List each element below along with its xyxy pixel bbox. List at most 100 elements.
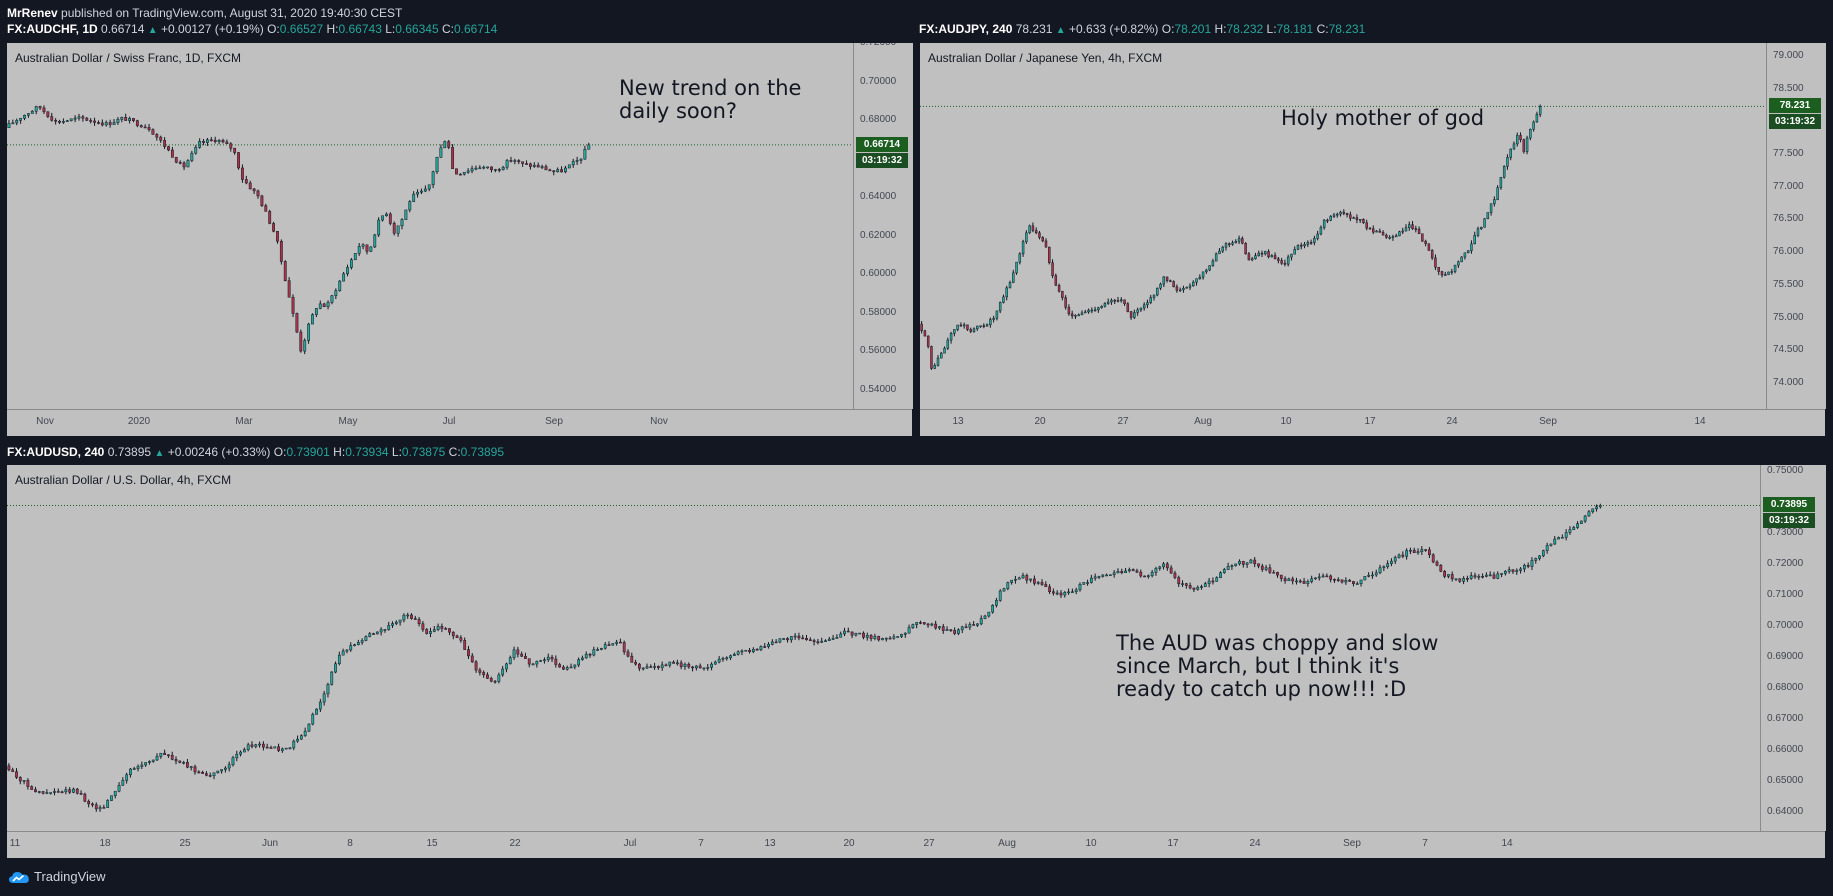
symbol-label[interactable]: FX:AUDUSD, 240	[7, 445, 105, 459]
price-axis-audchf[interactable]: 0.54000 0.56000 0.58000 0.60000 0.62000 0.640…	[853, 43, 913, 409]
candle-bull	[1185, 287, 1188, 289]
candle-bull	[1245, 562, 1249, 565]
candle-bull	[1522, 565, 1526, 570]
candle-bull	[1401, 230, 1404, 233]
candle-bear	[1349, 214, 1352, 219]
candle-bull	[288, 747, 292, 750]
candle-bull	[736, 651, 740, 655]
candle-bull	[1149, 297, 1152, 303]
candle-bull	[1257, 252, 1260, 256]
candle-bull	[394, 621, 398, 624]
symbol-label[interactable]: FX:AUDJPY, 240	[919, 22, 1013, 36]
symbol-label[interactable]: FX:AUDCHF, 1D	[7, 22, 98, 36]
candle-bull	[1317, 576, 1321, 579]
candle-bear	[1272, 572, 1276, 574]
up-triangle-icon: ▲	[1055, 25, 1066, 36]
candle-bull	[824, 640, 827, 642]
candle-bull	[569, 666, 573, 669]
candle-bull	[1159, 283, 1162, 289]
candle-bear	[451, 147, 455, 169]
chart-pane-audjpy[interactable]: Australian Dollar / Japanese Yen, 4h, FX…	[920, 43, 1766, 409]
candle-bull	[1454, 578, 1458, 581]
candle-bear	[1450, 574, 1454, 580]
chart-pane-audusd[interactable]: Australian Dollar / U.S. Dollar, 4h, FXC…	[7, 465, 1760, 831]
candle-bear	[1385, 234, 1388, 238]
candle-bear	[619, 641, 622, 644]
candle-bull	[326, 684, 330, 695]
candle-bull	[949, 333, 953, 341]
candle-bull	[1512, 143, 1516, 150]
candle-bear	[805, 638, 808, 641]
y-tick-label: 0.68000	[860, 114, 897, 126]
candle-bull	[466, 170, 470, 173]
price-change: +0.633 (+0.82%)	[1069, 22, 1159, 36]
candle-bull	[364, 636, 368, 641]
candle-bull	[406, 614, 410, 617]
candle-bull	[1002, 296, 1005, 303]
candle-bull	[1530, 560, 1534, 567]
up-triangle-icon: ▲	[147, 25, 158, 36]
candle-bull	[1382, 566, 1386, 569]
candle-bear	[1054, 275, 1058, 286]
candle-bull	[532, 164, 536, 167]
price-axis-audusd[interactable]: 0.64000 0.65000 0.66000 0.67000 0.68000 0.690…	[1760, 465, 1826, 831]
candle-bear	[953, 630, 957, 634]
candle-bull	[315, 708, 318, 715]
candle-bull	[1207, 580, 1211, 584]
candle-bull	[26, 113, 30, 116]
candle-bull	[1127, 569, 1131, 572]
candle-bear	[923, 330, 927, 337]
candle-bull	[1375, 230, 1378, 233]
candle-bear	[558, 664, 562, 668]
candle-bear	[221, 140, 225, 143]
candle-bull	[1025, 232, 1028, 242]
candle-bear	[256, 190, 260, 197]
candle-bull	[423, 188, 427, 192]
candle-bear	[1177, 577, 1181, 585]
author-name[interactable]: MrRenev	[7, 6, 58, 20]
candle-bull	[1158, 566, 1162, 569]
candle-bear	[1143, 575, 1146, 578]
candle-bull	[989, 319, 992, 325]
y-tick-label: 74.500	[1773, 344, 1804, 356]
candle-bear	[241, 167, 244, 180]
time-axis-audjpy[interactable]: 13 20 27 Aug 10 17 24 Sep 14	[920, 409, 1825, 436]
candle-bull	[884, 637, 888, 640]
candle-bull	[1549, 543, 1553, 546]
x-tick-label: Sep	[1343, 838, 1361, 849]
candle-bull	[1393, 557, 1397, 562]
footer-brand[interactable]: TradingView	[8, 869, 106, 884]
candle-bear	[1267, 251, 1270, 258]
y-tick-label: 0.72000	[860, 43, 896, 48]
candle-bull	[1201, 271, 1205, 278]
open-value: 78.201	[1174, 22, 1212, 36]
candle-bear	[1411, 224, 1414, 229]
bar-countdown: 03:19:32	[1769, 114, 1821, 130]
y-tick-label: 0.56000	[860, 345, 897, 357]
candle-bear	[193, 766, 197, 773]
low-value: 78.181	[1276, 22, 1314, 36]
x-tick-label: Jul	[623, 838, 637, 849]
time-axis-audchf[interactable]: Nov 2020 Mar May Jul Sep Nov	[7, 409, 912, 436]
price-axis-audjpy[interactable]: 74.000 74.500 75.000 75.500 76.000 76.500 77.0…	[1766, 43, 1826, 409]
candle-bear	[1061, 290, 1064, 298]
candle-bull	[1108, 574, 1112, 576]
x-tick-label: 27	[923, 838, 935, 849]
candle-bull	[1583, 515, 1587, 522]
candle-bear	[489, 678, 493, 682]
candle-bear	[808, 639, 812, 642]
time-axis-audusd[interactable]: 11 18 25 Jun 8 15 22 Jul 7 13 20 27 Aug 10 17 24 Sep 7 14	[7, 831, 1825, 858]
y-tick-label: 0.70000	[860, 75, 897, 87]
candle-bull	[1120, 299, 1123, 302]
candle-bull	[1450, 271, 1454, 273]
candle-bull	[254, 744, 258, 747]
candle-bull	[778, 638, 782, 643]
candle-bear	[1041, 237, 1044, 242]
chart-pane-audchf[interactable]: Australian Dollar / Swiss Franc, 1D, FXC…	[7, 43, 853, 409]
candle-bull	[1139, 307, 1143, 311]
candle-bull	[907, 627, 911, 634]
candle-bull	[140, 764, 144, 767]
candle-bull	[1519, 568, 1522, 571]
chart-title: Australian Dollar / Swiss Franc, 1D, FXC…	[15, 51, 242, 65]
candle-bull	[725, 657, 729, 660]
